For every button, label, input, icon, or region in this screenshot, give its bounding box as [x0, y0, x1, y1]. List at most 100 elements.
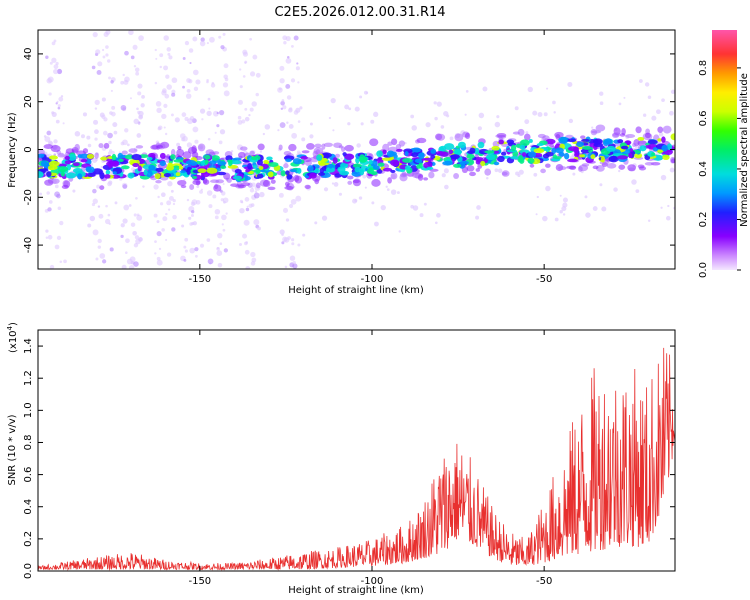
spectrogram-noise [128, 204, 132, 207]
spectrogram-band-core [245, 168, 250, 173]
spectrogram-noise [163, 103, 168, 108]
spectrogram-noise [82, 112, 88, 117]
spectrogram-band-core [480, 160, 486, 167]
spectrogram-band-core [443, 143, 455, 151]
spectrogram-noise [262, 132, 266, 136]
spectrogram-noise [291, 45, 294, 48]
spectrogram-noise [567, 81, 573, 87]
spectrogram-noise [53, 64, 59, 70]
spectrogram-noise [222, 182, 225, 186]
spectrogram-panel: -150 -100 -50 -40 -20 0 20 40 Height of straig… [7, 29, 676, 296]
spectrogram-noise [137, 91, 142, 96]
spectrogram-band-core [105, 169, 111, 175]
spectrogram-noise [358, 196, 363, 200]
spectrogram-band-core [500, 151, 507, 156]
spectrogram-noise [599, 91, 604, 96]
spectrogram-noise [102, 259, 107, 264]
spectrogram-band-core [606, 145, 616, 152]
snr-x-axis-label: Height of straight line (km) [288, 585, 424, 596]
spectrogram-band [592, 165, 599, 170]
spectrogram-band [288, 143, 297, 152]
spectrogram-band-core [220, 165, 227, 170]
spectrogram-noise [331, 182, 335, 185]
spectrogram-band [644, 132, 651, 139]
spectrogram-band-core [558, 136, 569, 144]
colorbar-tick-label: 0.4 [698, 161, 709, 177]
spectrogram-band-core [590, 154, 596, 160]
spectrogram-noise [45, 229, 49, 233]
spectrogram-band-core [266, 156, 273, 161]
spectrogram-band-core [527, 157, 535, 164]
spectrogram-noise [176, 142, 181, 147]
spectrogram-band-core [137, 165, 142, 172]
spectrogram-noise [188, 216, 192, 220]
spectrogram-band-core [359, 169, 365, 176]
spectrogram-noise [58, 96, 64, 102]
spectrogram-band [398, 140, 406, 147]
spectrogram-noise [189, 247, 196, 254]
spectrogram-noise [53, 153, 57, 156]
spectrogram-noise [101, 97, 106, 102]
spectrogram-noise [172, 202, 176, 206]
spectrogram-band [644, 161, 655, 166]
spectrogram-band [638, 140, 647, 144]
spectrogram-band [94, 152, 99, 159]
spectrogram-noise [644, 82, 650, 87]
spectrogram-band-core [564, 152, 570, 160]
spectrogram-band-core [203, 154, 211, 160]
spectrogram-noise [239, 68, 242, 71]
spectrogram-band [595, 124, 606, 132]
spectrogram-noise [497, 168, 503, 173]
spectrogram-noise [374, 221, 379, 227]
spectrogram-band-core [256, 173, 264, 179]
spectrogram-band-core [519, 144, 526, 150]
spectrogram-noise [129, 97, 132, 100]
spectrogram-noise [181, 137, 186, 142]
spectrogram-noise [362, 174, 367, 179]
spectrogram-band-core [208, 160, 217, 165]
spectrogram-noise [631, 179, 637, 185]
spectrogram-noise [105, 45, 109, 49]
spectrogram-noise [114, 201, 118, 205]
spectrogram-noise [174, 117, 180, 123]
spectrogram-noise [245, 241, 249, 244]
spectrogram-noise [171, 89, 176, 94]
spectrogram-noise [122, 73, 125, 77]
spectrogram-noise [102, 130, 108, 136]
spectrogram-noise [546, 87, 549, 90]
spectrogram-noise [436, 101, 442, 107]
spectrogram-noise [333, 182, 339, 187]
spectrogram-band-core [64, 155, 70, 160]
spectrogram-band [477, 164, 483, 169]
spectrogram-noise [537, 112, 543, 117]
spectrogram-noise [525, 131, 529, 134]
spectrogram-band-core [100, 156, 108, 161]
spectrogram-noise [163, 35, 169, 41]
spectrogram-noise [251, 186, 254, 189]
spectrogram-noise [159, 202, 164, 206]
spectrogram-noise [200, 188, 203, 191]
spectrogram-noise [130, 222, 136, 227]
spectrogram-noise [166, 252, 172, 257]
spectrogram-band-core [146, 156, 153, 161]
spectrogram-noise [157, 195, 160, 199]
spectrogram-noise [110, 89, 113, 92]
spectrogram-band-core [661, 144, 668, 152]
spectrogram-noise [140, 103, 145, 108]
spectrogram-x-tick-label: -150 [188, 274, 211, 285]
spectrogram-noise [494, 121, 501, 128]
spectrogram-noise [129, 256, 136, 263]
spectrogram-noise [218, 109, 225, 116]
spectrogram-band-core [132, 162, 140, 168]
spectrogram-band [625, 133, 636, 139]
spectrogram-noise [347, 122, 351, 126]
spectrogram-band-core [402, 157, 413, 163]
spectrogram-band-core [372, 165, 380, 170]
spectrogram-noise [109, 247, 114, 252]
spectrogram-band-core [247, 163, 253, 170]
spectrogram-band [213, 184, 222, 192]
spectrogram-noise [47, 234, 53, 240]
spectrogram-band-core [325, 167, 336, 173]
spectrogram-noise [253, 192, 260, 199]
spectrogram-noise [411, 125, 417, 131]
